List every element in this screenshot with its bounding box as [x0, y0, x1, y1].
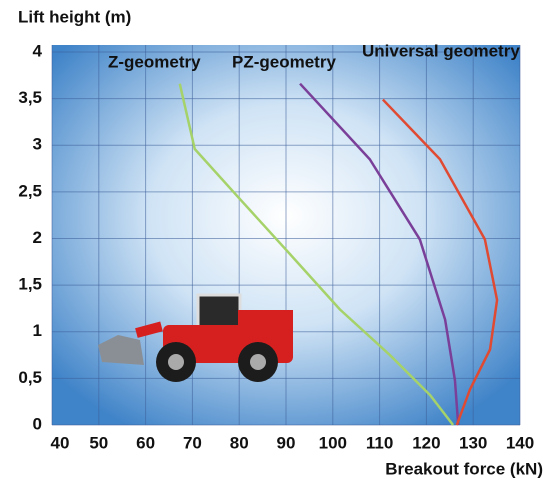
- y-tick-label: 4: [33, 41, 43, 60]
- grid: [51, 45, 521, 426]
- y-axis-title: Lift height (m): [18, 7, 131, 26]
- x-tick-label: 40: [51, 433, 70, 452]
- x-tick-label: 90: [277, 433, 296, 452]
- x-tick-label: 70: [183, 433, 202, 452]
- y-tick-label: 0,5: [18, 368, 42, 387]
- y-tick-label: 0: [33, 414, 42, 433]
- x-tick-label: 80: [230, 433, 249, 452]
- y-tick-label: 3,5: [18, 88, 42, 107]
- lines: [178, 82, 499, 426]
- loader-illustration: [98, 293, 293, 382]
- x-tick-label: 100: [319, 433, 347, 452]
- series-label: Universal geometry: [362, 41, 520, 60]
- series-line: [381, 98, 499, 426]
- x-tick-label: 110: [366, 433, 393, 452]
- x-tick-label: 130: [459, 433, 487, 452]
- y-tick-label: 3: [33, 135, 42, 154]
- series-line: [178, 83, 455, 426]
- y-tick-label: 2: [33, 228, 42, 247]
- x-tick-label: 140: [506, 433, 534, 452]
- y-tick-label: 2,5: [18, 181, 42, 200]
- x-tick-label: 60: [136, 433, 155, 452]
- x-tick-label: 50: [89, 433, 108, 452]
- series-line: [299, 82, 460, 426]
- y-tick-label: 1: [33, 321, 42, 340]
- series-label: Z-geometry: [108, 52, 201, 71]
- series-label: PZ-geometry: [232, 52, 336, 71]
- x-tick-label: 120: [412, 433, 440, 452]
- x-axis-title: Breakout force (kN): [385, 459, 543, 478]
- y-tick-label: 1,5: [18, 275, 42, 294]
